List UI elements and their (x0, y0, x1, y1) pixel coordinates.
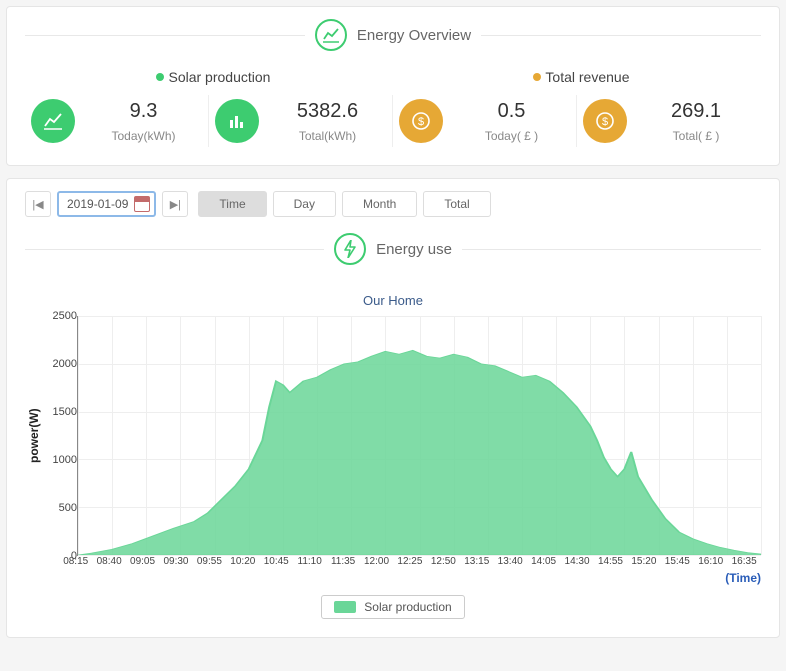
x-tick: 09:30 (159, 556, 192, 567)
metrics-header: Solar production Total revenue (25, 69, 761, 85)
x-tick: 15:20 (627, 556, 660, 567)
metric-label: Today( £ ) (453, 129, 570, 143)
overview-title: Energy Overview (357, 27, 471, 44)
x-tick: 14:05 (527, 556, 560, 567)
revenue-label: Total revenue (545, 69, 629, 85)
metric-value: 269.1 (637, 100, 755, 123)
dollar-icon: $ (399, 99, 443, 143)
y-axis-label: power(W) (25, 316, 43, 556)
metric-total-kwh: 5382.6 Total(kWh) (209, 95, 393, 147)
y-tick: 500 (43, 502, 77, 514)
date-picker[interactable]: 2019-01-09 (57, 191, 156, 217)
x-tick: 14:30 (560, 556, 593, 567)
metric-label: Total( £ ) (637, 129, 755, 143)
x-tick: 09:55 (193, 556, 226, 567)
tab-month[interactable]: Month (342, 191, 417, 217)
energy-use-card: |◀ 2019-01-09 ▶| Time Day Month Total En… (6, 178, 780, 638)
chart-up-icon (31, 99, 75, 143)
y-ticks: 05001000150020002500 (43, 316, 77, 556)
y-tick: 1500 (43, 406, 77, 418)
x-tick: 16:35 (727, 556, 760, 567)
tab-day[interactable]: Day (273, 191, 336, 217)
range-tabs: Time Day Month Total (198, 191, 490, 217)
chart-legend: Solar production (25, 595, 761, 619)
chart-line-icon (315, 19, 347, 51)
x-tick: 15:45 (661, 556, 694, 567)
x-tick: 13:15 (460, 556, 493, 567)
next-date-button[interactable]: ▶| (162, 191, 188, 217)
bolt-icon (334, 233, 366, 265)
x-tick: 08:40 (92, 556, 125, 567)
prev-date-button[interactable]: |◀ (25, 191, 51, 217)
metric-total-revenue: $ 269.1 Total( £ ) (577, 95, 761, 147)
chart-area: power(W) 05001000150020002500 (25, 316, 761, 556)
x-tick: 16:10 (694, 556, 727, 567)
metrics-row: 9.3 Today(kWh) 5382.6 Total(kWh) $ 0.5 T… (25, 95, 761, 147)
y-tick: 2000 (43, 358, 77, 370)
divider (481, 35, 761, 36)
x-tick: 12:00 (360, 556, 393, 567)
x-ticks: 08:1508:4009:0509:3009:5510:2010:4511:10… (59, 556, 761, 567)
dot-icon (156, 73, 164, 81)
tab-time[interactable]: Time (198, 191, 266, 217)
chart-container: Our Home power(W) 0 500 1000 1500 2000 2500 0… (25, 283, 761, 619)
svg-text:$: $ (418, 116, 424, 128)
y-tick: 1000 (43, 454, 77, 466)
x-tick: 09:05 (126, 556, 159, 567)
date-value: 2019-01-09 (67, 197, 128, 211)
metric-today-kwh: 9.3 Today(kWh) (25, 95, 209, 147)
calendar-icon (134, 196, 150, 212)
metric-value: 0.5 (453, 100, 570, 123)
x-tick: 13:40 (493, 556, 526, 567)
svg-text:$: $ (602, 116, 608, 128)
x-tick: 10:45 (260, 556, 293, 567)
x-tick: 12:50 (427, 556, 460, 567)
y-tick: 0 (43, 550, 77, 562)
divider (462, 249, 761, 250)
chart-title: Our Home (25, 293, 761, 308)
divider (25, 35, 305, 36)
divider (25, 249, 324, 250)
x-tick: 11:10 (293, 556, 326, 567)
solar-label: Solar production (168, 69, 270, 85)
energy-overview-card: Energy Overview Solar production Total r… (6, 6, 780, 166)
metric-label: Today(kWh) (85, 129, 202, 143)
x-tick: 10:20 (226, 556, 259, 567)
legend-item[interactable]: Solar production (321, 595, 464, 619)
x-axis-suffix: (Time) (25, 571, 761, 585)
legend-swatch-icon (334, 601, 356, 613)
solar-production-header: Solar production (156, 69, 270, 85)
metric-value: 9.3 (85, 100, 202, 123)
metric-label: Total(kWh) (269, 129, 386, 143)
dot-icon (533, 73, 541, 81)
x-tick: 14:55 (594, 556, 627, 567)
x-tick: 12:25 (393, 556, 426, 567)
metric-value: 5382.6 (269, 100, 386, 123)
overview-header: Energy Overview (25, 19, 761, 51)
energy-use-header: Energy use (25, 233, 761, 265)
energy-use-title: Energy use (376, 241, 452, 258)
tab-total[interactable]: Total (423, 191, 490, 217)
y-tick: 2500 (43, 310, 77, 322)
plot-area (77, 316, 761, 556)
x-tick: 11:35 (326, 556, 359, 567)
dollar-icon: $ (583, 99, 627, 143)
metric-today-revenue: $ 0.5 Today( £ ) (393, 95, 577, 147)
bars-icon (215, 99, 259, 143)
total-revenue-header: Total revenue (533, 69, 629, 85)
legend-label: Solar production (364, 600, 451, 614)
chart-controls: |◀ 2019-01-09 ▶| Time Day Month Total (25, 191, 761, 217)
